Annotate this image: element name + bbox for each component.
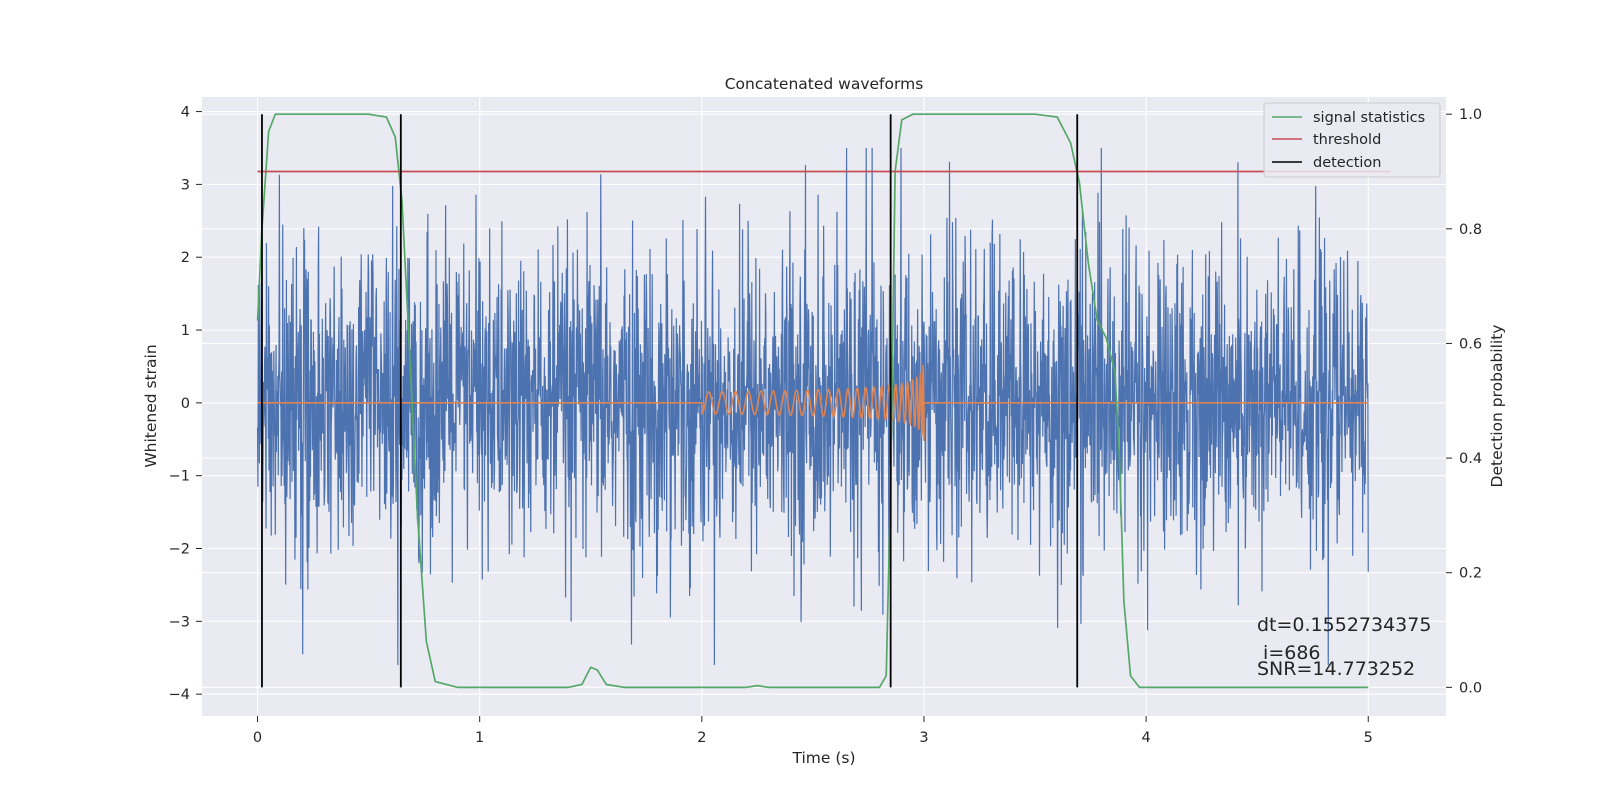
- signal-statistics-line: [256, 113, 1369, 689]
- data-layer: [256, 113, 1391, 689]
- noise-series-line: [256, 147, 1369, 666]
- y-tick-label-left: −1: [169, 469, 190, 485]
- y-tick-label-right: 0.4: [1459, 451, 1482, 467]
- annotation-snr: SNR=14.773252: [1257, 658, 1415, 680]
- legend-box: [1263, 102, 1441, 178]
- y-tick-label-right: 0.8: [1459, 222, 1482, 238]
- y-axis-label-left: Whitened strain: [142, 344, 160, 467]
- chirp-series-line: [257, 363, 1369, 442]
- y-tick-label-right: 0.0: [1459, 680, 1482, 696]
- x-tick-label: 5: [1364, 730, 1373, 746]
- y-tick-label-left: 3: [181, 177, 190, 193]
- x-tick-label: 3: [919, 730, 928, 746]
- y-tick-label-left: −4: [169, 687, 190, 703]
- y-tick-label-left: −2: [169, 542, 190, 558]
- x-tick-label: 4: [1141, 730, 1150, 746]
- annotation-dt: dt=0.1552734375: [1257, 614, 1431, 636]
- legend-label-threshold: threshold: [1313, 132, 1381, 148]
- y-tick-label-left: 4: [181, 105, 190, 121]
- y-tick-label-left: 0: [181, 396, 190, 412]
- y-tick-label-right: 1.0: [1459, 107, 1482, 123]
- y-axis-label-right: Detection probability: [1488, 325, 1506, 488]
- x-tick-label: 0: [253, 730, 262, 746]
- y-tick-label-left: 1: [181, 323, 190, 339]
- annotations: dt=0.1552734375 i=686 SNR=14.773252: [1257, 614, 1431, 680]
- axes-layer: 0 1 2 3 4 5 −4 −3 −2 −1 0 1 2 3 4 0.0 0.2 0.4 0.6 0.8 1.0: [169, 105, 1482, 746]
- x-tick-label: 1: [475, 730, 484, 746]
- x-tick-label: 2: [697, 730, 706, 746]
- y-tick-label-left: −3: [169, 614, 190, 630]
- y-tick-label-right: 0.2: [1459, 566, 1482, 582]
- y-tick-label-left: 2: [181, 250, 190, 266]
- legend-label-detection: detection: [1313, 155, 1381, 171]
- annotation-index: i=686: [1257, 642, 1321, 664]
- x-axis-label: Time (s): [791, 749, 855, 767]
- legend: signal statistics threshold detection: [1263, 102, 1441, 178]
- chart-title: Concatenated waveforms: [725, 75, 924, 93]
- y-tick-label-right: 0.6: [1459, 336, 1482, 352]
- legend-label-signal-statistics: signal statistics: [1313, 110, 1425, 126]
